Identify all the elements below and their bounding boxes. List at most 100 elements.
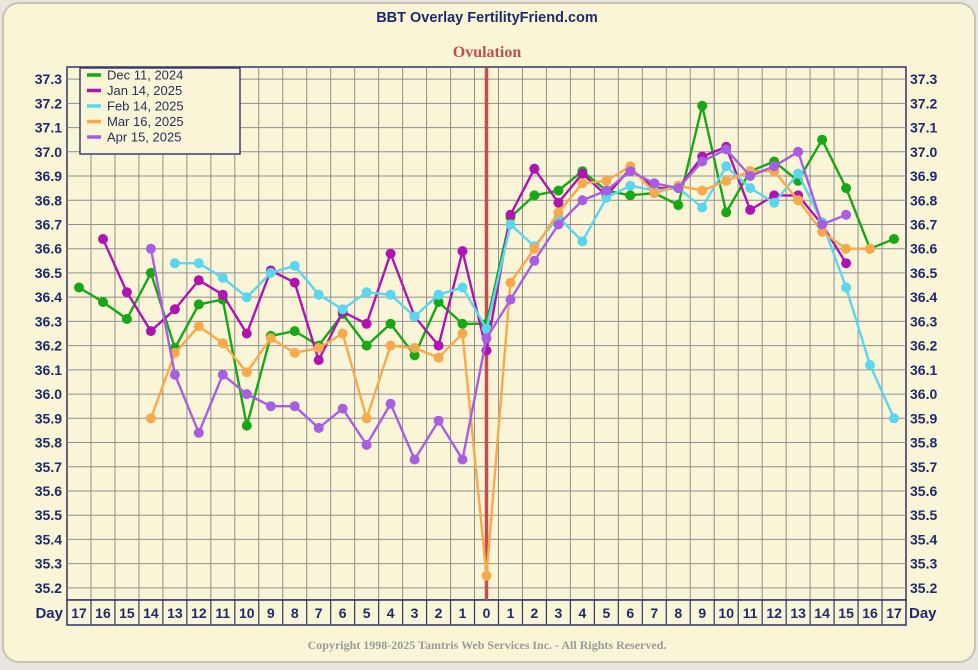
y-tick-label-left: 37.3 — [35, 71, 62, 87]
x-tick-label: 11 — [743, 605, 758, 621]
x-tick-label: 14 — [814, 605, 830, 621]
data-point — [217, 369, 228, 380]
data-point — [745, 171, 756, 181]
data-point — [697, 100, 708, 111]
data-point — [145, 243, 156, 254]
y-tick-label-right: 35.7 — [910, 459, 937, 475]
x-tick-label: 9 — [267, 605, 275, 621]
data-point — [481, 570, 492, 581]
x-tick-label: 16 — [95, 605, 111, 621]
data-point — [217, 338, 228, 349]
data-point — [793, 195, 804, 206]
data-point — [241, 328, 252, 339]
y-tick-label-left: 37.0 — [35, 144, 62, 160]
data-point — [169, 258, 180, 269]
data-point — [577, 178, 588, 189]
x-axis-label-left: Day — [35, 605, 63, 622]
ovulation-label: Ovulation — [453, 44, 522, 61]
y-tick-label-right: 36.1 — [910, 362, 937, 378]
x-axis: 17 16 15 14 13 12 11 10 9 8 7 6 5 4 3 2 1 0 1 2 3 4 5 6 7 8 9 10 11 1… — [35, 599, 937, 626]
data-point — [385, 289, 396, 300]
y-tick-label-left: 36.9 — [35, 168, 62, 184]
y-tick-label-left: 36.0 — [35, 386, 62, 402]
y-tick-label-left: 35.2 — [35, 580, 62, 596]
data-point — [361, 340, 372, 351]
y-tick-label-left: 36.1 — [35, 362, 62, 378]
y-tick-label-left: 35.9 — [35, 410, 62, 426]
x-tick-label: 14 — [143, 605, 159, 621]
data-point — [505, 219, 516, 230]
y-tick-label-right: 37.0 — [910, 144, 937, 160]
data-point — [889, 234, 899, 244]
data-point — [697, 202, 708, 213]
data-point — [217, 289, 228, 300]
y-tick-label-left: 35.3 — [35, 556, 62, 572]
x-tick-label: 6 — [626, 605, 634, 621]
data-point — [697, 185, 708, 196]
y-tick-label-left: 35.6 — [35, 483, 62, 499]
y-tick-label-right: 36.8 — [910, 192, 937, 208]
y-tick-label-right: 36.0 — [910, 386, 937, 402]
x-tick-label: 16 — [862, 605, 878, 621]
data-point — [529, 255, 540, 266]
x-tick-label: 15 — [119, 605, 135, 621]
data-point — [385, 340, 396, 351]
x-tick-label: 5 — [363, 605, 371, 621]
data-point — [601, 175, 612, 186]
x-tick-label: 17 — [886, 605, 902, 621]
data-point — [385, 398, 396, 409]
data-point — [145, 267, 156, 278]
x-tick-label: 8 — [674, 605, 682, 621]
data-point — [505, 277, 516, 288]
data-point — [265, 333, 276, 344]
data-point — [841, 243, 852, 254]
data-point — [457, 282, 468, 293]
data-point — [745, 183, 756, 194]
data-point — [193, 321, 204, 332]
x-axis-label-right: Day — [909, 605, 937, 622]
x-tick-label: 10 — [239, 605, 255, 621]
y-tick-label-right: 36.5 — [910, 265, 937, 281]
data-point — [361, 287, 372, 298]
data-point — [433, 352, 444, 363]
data-point — [121, 287, 132, 298]
data-point — [409, 311, 420, 322]
x-tick-label: 4 — [578, 605, 586, 621]
y-tick-label-right: 35.8 — [910, 435, 937, 451]
series-group — [74, 100, 899, 581]
data-point — [769, 161, 780, 172]
data-point — [841, 183, 852, 194]
chart-title: BBT Overlay FertilityFriend.com — [376, 10, 598, 26]
y-tick-label-left: 36.6 — [35, 241, 62, 257]
data-point — [625, 166, 636, 177]
x-tick-label: 13 — [167, 605, 183, 621]
data-point — [553, 207, 564, 218]
data-point — [361, 413, 372, 424]
data-point — [577, 168, 588, 179]
y-tick-label-right: 36.2 — [910, 338, 937, 354]
data-point — [409, 343, 420, 353]
data-point — [841, 282, 852, 293]
y-tick-label-right: 35.2 — [910, 580, 937, 596]
data-point — [721, 207, 732, 218]
data-point — [241, 292, 252, 303]
data-point — [457, 246, 468, 257]
x-tick-label: 9 — [698, 605, 706, 621]
x-tick-label: 3 — [555, 605, 563, 621]
x-tick-label: 7 — [650, 605, 658, 621]
data-point — [313, 289, 324, 300]
legend-entry: Apr 15, 2025 — [107, 130, 181, 145]
data-point — [457, 454, 468, 465]
x-tick-label: 2 — [435, 605, 443, 621]
data-point — [457, 328, 468, 339]
y-axis-right: 35.2 35.3 35.4 35.5 35.6 35.7 35.8 35.9 36.0 36.1… — [910, 71, 937, 596]
data-point — [553, 219, 564, 230]
data-point — [385, 318, 396, 329]
data-point — [337, 328, 348, 339]
data-point — [673, 200, 684, 211]
data-point — [313, 343, 324, 353]
x-tick-label: 13 — [790, 605, 806, 621]
data-point — [721, 144, 732, 155]
data-point — [721, 161, 732, 172]
data-point — [289, 277, 300, 288]
